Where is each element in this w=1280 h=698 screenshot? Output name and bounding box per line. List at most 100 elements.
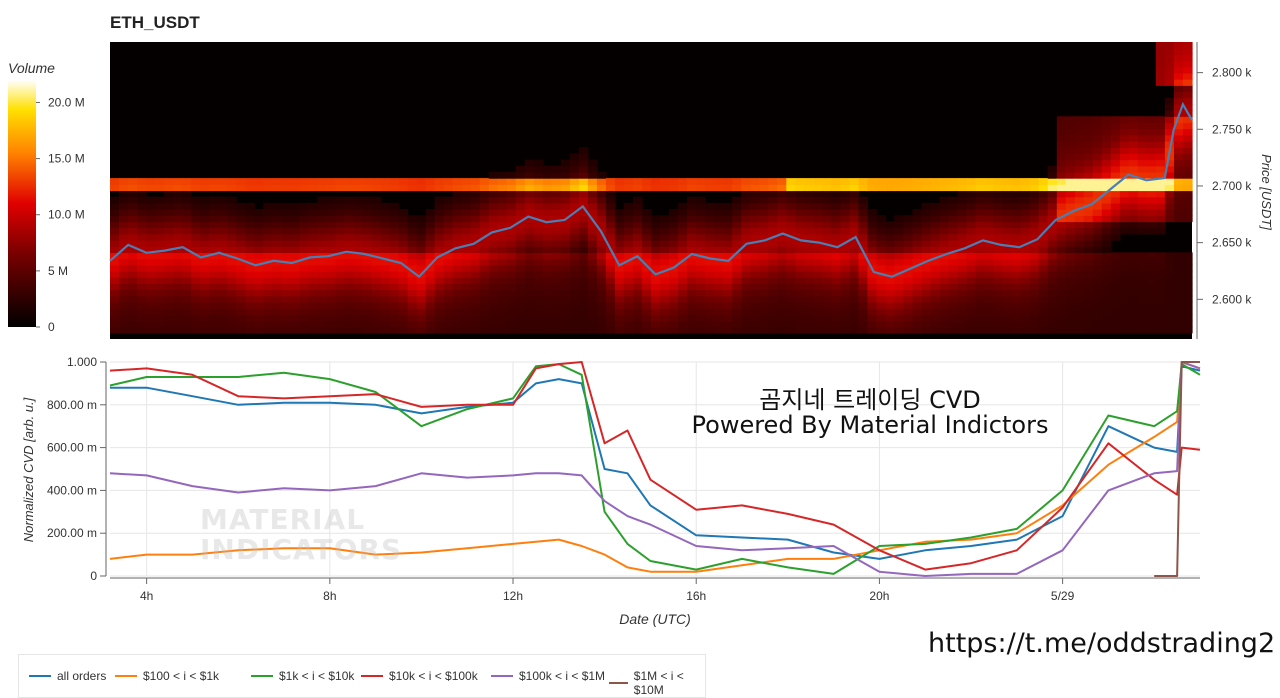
heat-cell: [524, 233, 535, 241]
legend-item[interactable]: $10k < i < $100k: [361, 669, 478, 683]
heat-cell: [696, 178, 706, 185]
heat-cell: [750, 277, 760, 284]
heat-cell: [984, 277, 995, 284]
heat-cell: [885, 289, 895, 297]
heat-cell: [1020, 326, 1031, 334]
heat-cell: [128, 295, 138, 303]
heat-cell: [128, 221, 138, 229]
heat-cell: [912, 215, 923, 223]
heat-cell: [614, 227, 625, 235]
heat-cell: [1174, 258, 1184, 266]
heat-cell: [344, 240, 354, 247]
heat-cell: [849, 258, 859, 266]
heat-cell: [642, 326, 652, 334]
heat-cell: [146, 301, 156, 309]
heat-cell: [182, 178, 192, 185]
heat-cell: [1092, 153, 1103, 161]
heat-cell: [209, 227, 219, 235]
heat-cell: [804, 178, 814, 185]
legend-item[interactable]: $100 < i < $1k: [115, 669, 219, 683]
heat-cell: [1038, 215, 1049, 223]
heat-cell: [768, 196, 778, 204]
heat-cell: [1056, 202, 1067, 210]
heat-cell: [470, 221, 481, 229]
heat-cell: [786, 209, 796, 216]
legend-item[interactable]: all orders: [29, 669, 106, 683]
heat-cell: [1065, 196, 1076, 204]
heat-cell: [1119, 134, 1130, 142]
heat-cell: [605, 264, 616, 272]
heat-cell: [326, 258, 336, 266]
heat-cell: [398, 184, 409, 192]
telegram-url[interactable]: https://t.me/oddstrading2: [928, 628, 1276, 659]
heat-cell: [218, 215, 228, 223]
heat-cell: [245, 252, 255, 260]
heat-cell: [398, 246, 409, 253]
heat-cell: [317, 258, 327, 266]
heat-cell: [1047, 301, 1058, 309]
heat-cell: [623, 209, 634, 216]
heat-cell: [1110, 258, 1121, 266]
heat-cell: [164, 270, 174, 278]
heat-cell: [660, 258, 670, 266]
heat-cell: [578, 184, 589, 192]
heat-cell: [407, 221, 418, 229]
heat-cell: [1038, 301, 1049, 309]
heat-cell: [353, 289, 363, 297]
heat-cell: [651, 314, 661, 322]
heat-cell: [290, 308, 300, 315]
heat-cell: [975, 240, 986, 247]
heat-cell: [1164, 171, 1175, 179]
heat-cell: [308, 240, 318, 247]
heat-cell: [723, 277, 733, 284]
heat-cell: [560, 314, 571, 322]
heat-cell: [146, 270, 156, 278]
heat-cell: [1056, 326, 1067, 334]
heat-cell: [975, 196, 986, 204]
heat-cell: [254, 301, 264, 309]
heat-cell: [524, 301, 535, 309]
heat-cell: [281, 289, 291, 297]
heat-cell: [605, 178, 616, 185]
legend-item[interactable]: $1M < i < $10M: [609, 669, 705, 697]
material-indicators-watermark: MATERIAL INDICATORS: [200, 505, 402, 565]
heat-cell: [362, 233, 373, 241]
heat-cell: [110, 202, 120, 210]
heat-cell: [705, 289, 715, 297]
heat-cell: [903, 215, 914, 223]
heat-cell: [822, 314, 832, 322]
heat-cell: [533, 301, 544, 309]
heat-cell: [984, 178, 995, 185]
heat-cell: [587, 264, 598, 272]
heat-cell: [768, 221, 778, 229]
heat-cell: [1155, 227, 1166, 235]
heat-cell: [578, 289, 589, 297]
heat-cell: [1119, 289, 1130, 297]
heat-cell: [642, 215, 652, 223]
legend-item[interactable]: $100k < i < $1M: [491, 669, 605, 683]
heat-cell: [1092, 227, 1103, 235]
heat-cell: [966, 227, 977, 235]
heat-cell: [533, 308, 544, 315]
heat-cell: [137, 196, 147, 204]
heat-cell: [524, 264, 535, 272]
heat-cell: [966, 233, 977, 241]
heat-cell: [119, 233, 129, 241]
heat-cell: [1101, 295, 1112, 303]
heat-cell: [714, 240, 724, 247]
heat-cell: [1011, 283, 1022, 291]
heat-cell: [623, 326, 634, 334]
heat-cell: [966, 320, 977, 328]
heat-cell: [822, 209, 832, 216]
heat-cell: [146, 277, 156, 284]
heat-cell: [1047, 295, 1058, 303]
heat-cell: [308, 295, 318, 303]
heat-cell: [488, 209, 499, 216]
heat-cell: [687, 270, 697, 278]
heat-cell: [542, 301, 553, 309]
heat-cell: [533, 178, 544, 185]
legend-item[interactable]: $1k < i < $10k: [251, 669, 354, 683]
heat-cell: [182, 184, 192, 192]
heat-cell: [353, 283, 363, 291]
heat-cell: [849, 320, 859, 328]
